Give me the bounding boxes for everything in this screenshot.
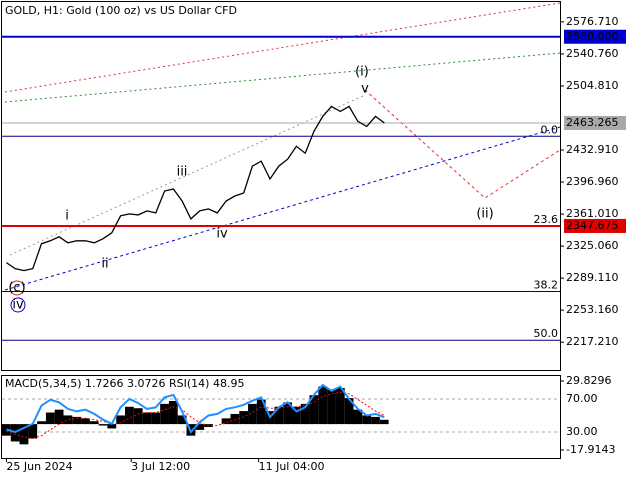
macd-bar [327,389,336,425]
macd-bar [221,418,231,425]
macd-bar [72,416,82,425]
wave-label: iii [177,165,188,180]
price-line-series [6,105,385,272]
wave-label: (ii) [476,207,493,222]
macd-bar [335,387,345,425]
macd-bar [142,412,152,425]
price-label-box [564,29,626,44]
wave-circle [9,280,25,296]
macd-bar [168,400,178,425]
macd-bar [28,424,38,439]
wave-label: iv [12,298,24,313]
price-label: 2347.675 [566,219,619,232]
y-tick-label: 2432.910 [566,143,619,156]
fibo-label: 50.0 [534,327,559,340]
macd-bar [344,398,354,425]
y-tick-label: 2504.810 [566,79,619,92]
y2-tick-label: 29.8296 [566,374,612,387]
trend-line [4,2,561,93]
macd-bar [133,408,143,425]
y-tick-label: 70.00 [566,392,598,405]
macd-bar [274,406,284,425]
macd-bar [283,402,292,425]
y-tick-label: 2325.060 [566,239,619,252]
macd-bar [89,421,99,425]
macd-bar [160,403,169,425]
macd-signal [6,391,385,440]
indicator-pane [1,375,561,459]
chart-title: GOLD, H1: Gold (100 oz) vs US Dollar CFD [5,4,237,17]
macd-bar [54,409,64,425]
macd-bar [81,418,90,425]
macd-bar [256,399,266,425]
y-tick-label: 2253.160 [566,303,619,316]
macd-bar [177,415,187,425]
rsi-line [6,383,385,434]
macd-bar [98,424,108,426]
price-label-box [564,218,626,233]
y-tick-label: 2361.010 [566,207,619,220]
macd-bar [19,424,29,445]
x-tick-label: 3 Jul 12:00 [131,460,190,473]
price-label: 2560.000 [566,30,619,43]
main-pane [1,1,561,371]
fibo-label: 0.0 [541,123,559,136]
fibo-label: 23.6 [534,213,559,226]
macd-bar [107,424,117,429]
macd-bar [318,386,328,425]
y-tick-label: 2396.960 [566,175,619,188]
y-tick-label: 30.00 [566,425,598,438]
macd-bar [371,416,380,425]
macd-bar [37,421,46,425]
macd-bar [362,415,372,425]
wave-label: iv [216,227,228,242]
wave-label: v [361,82,369,97]
wave-circle [10,297,26,313]
x-tick-label: 25 Jun 2024 [6,460,72,473]
macd-bar [248,403,257,425]
macd-bar [309,395,319,425]
macd-bar [230,413,240,425]
macd-bar [239,411,249,425]
wave-label: ii [101,257,108,272]
y-tick-label: 2540.760 [566,47,619,60]
macd-bar [151,412,161,425]
macd-bar [45,412,55,425]
fibo-label: 38.2 [534,278,559,291]
macd-bar [379,419,389,425]
wave-label: i [65,209,69,224]
macd-bar [300,403,310,425]
macd-bar [195,424,205,430]
y-tick-label: 2217.210 [566,335,619,348]
y-tick-label: 2289.110 [566,271,619,284]
indicator-title: MACD(5,34,5) 1.7266 3.0726 RSI(14) 48.95 [5,377,244,390]
wave-label: (i) [355,65,369,80]
x-tick-label: 11 Jul 04:00 [259,460,325,473]
macd-bar [63,415,73,425]
macd-bar [353,409,363,425]
y2-tick-label: -17.9143 [566,443,615,456]
macd-bar [116,415,126,425]
price-label-box [564,115,626,130]
wave-label: (c) [8,281,25,296]
price-label: 2463.265 [566,116,619,129]
trend-line [4,126,561,291]
macd-bar [125,406,134,425]
macd-bar [291,406,301,425]
y-tick-label: 2576.710 [566,15,619,28]
